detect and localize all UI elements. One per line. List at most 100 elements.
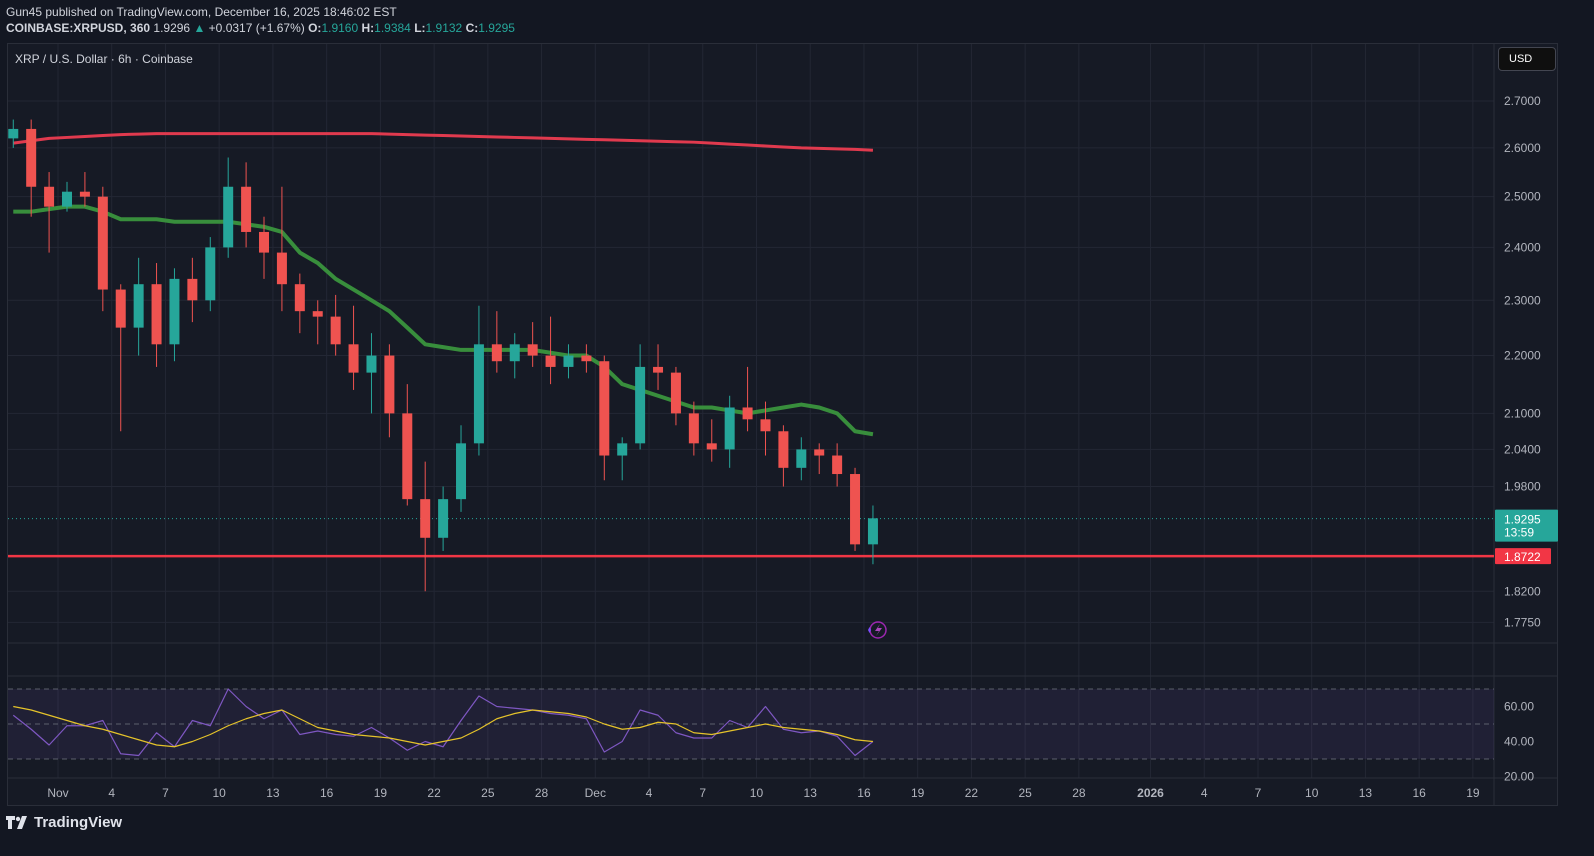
time-axis-label: 25 xyxy=(1018,786,1032,800)
open-value: 1.9160 xyxy=(321,21,359,35)
candle-body xyxy=(653,366,664,373)
chart-panel[interactable] xyxy=(7,43,1558,806)
candle-body xyxy=(402,413,413,500)
lightning-icon[interactable] xyxy=(868,621,887,639)
candle-body xyxy=(115,289,126,328)
time-axis-label: 10 xyxy=(213,786,227,800)
candle xyxy=(850,467,861,551)
candle xyxy=(259,216,270,279)
time-axis-label: Nov xyxy=(47,786,68,800)
candle xyxy=(366,333,377,414)
candle-body xyxy=(456,443,467,500)
candle-body xyxy=(760,419,771,432)
candle-body xyxy=(635,366,646,444)
candle xyxy=(97,186,108,312)
candle-body xyxy=(62,191,72,207)
candle-body xyxy=(97,196,108,290)
candle xyxy=(814,443,825,475)
time-axis-label: 16 xyxy=(320,786,334,800)
rsi-axis-label: 60.00 xyxy=(1504,700,1534,714)
candle xyxy=(44,172,55,253)
candle xyxy=(276,186,287,312)
candle xyxy=(62,181,72,212)
candle xyxy=(133,257,144,356)
rsi-ma-line xyxy=(13,705,874,748)
candle-body xyxy=(581,355,592,362)
candle xyxy=(348,305,359,390)
candle-body xyxy=(545,355,556,367)
candle xyxy=(742,366,753,432)
candle xyxy=(706,419,717,462)
time-axis-label: 16 xyxy=(857,786,871,800)
candle xyxy=(205,237,216,312)
candle xyxy=(312,300,323,345)
price-axis-label: 2.0400 xyxy=(1504,442,1541,456)
triangle-up-icon: ▲ xyxy=(193,21,206,35)
candle xyxy=(384,344,395,438)
price-axis-label: 1.7750 xyxy=(1504,615,1541,629)
high-value: 1.9384 xyxy=(374,21,411,35)
open-label: O: xyxy=(308,21,322,35)
candle xyxy=(438,486,449,551)
price-axis-label: 2.3000 xyxy=(1504,293,1541,307)
price-axis-label: 2.2000 xyxy=(1504,349,1541,363)
candle-body xyxy=(8,128,19,139)
candle-body xyxy=(330,316,341,345)
countdown-timer: 13:59 xyxy=(1504,526,1534,540)
candle xyxy=(760,401,771,456)
price-axis-label: 1.8200 xyxy=(1504,584,1541,598)
price-axis-label: 2.5000 xyxy=(1504,190,1541,204)
candle xyxy=(456,425,467,512)
support-price-badge-value: 1.8722 xyxy=(1504,550,1541,564)
candle xyxy=(223,157,234,258)
candle xyxy=(402,384,413,506)
rsi-line xyxy=(12,688,874,757)
time-axis-label: 28 xyxy=(535,786,549,800)
candle xyxy=(115,284,126,432)
branding-text: TradingView xyxy=(34,814,123,831)
candle-body xyxy=(420,499,431,538)
time-axis-label: 13 xyxy=(804,786,818,800)
tradingview-logo[interactable]: TradingView xyxy=(6,814,122,831)
ma-long-line xyxy=(13,132,874,152)
candle-body xyxy=(348,344,359,373)
time-axis-label: 4 xyxy=(1201,786,1208,800)
current-price-badge-value: 1.9295 xyxy=(1504,513,1541,527)
time-axis-label: 22 xyxy=(427,786,441,800)
candle-body xyxy=(294,284,305,312)
candle-body xyxy=(491,344,502,362)
candle-body xyxy=(276,252,287,285)
candle-body xyxy=(599,361,610,456)
time-axis-label: 16 xyxy=(1412,786,1426,800)
candle xyxy=(832,443,843,487)
tradingview-logo-icon xyxy=(6,816,27,829)
candle-body xyxy=(509,344,520,362)
support-price-badge xyxy=(1495,548,1551,565)
candle-body xyxy=(187,278,198,301)
current-price-badge xyxy=(1495,509,1558,542)
last-price: 1.9296 xyxy=(153,21,191,35)
price-axis-label: 2.6000 xyxy=(1504,141,1541,155)
candle-body xyxy=(384,355,395,414)
time-axis-label: 4 xyxy=(646,786,653,800)
currency-button[interactable]: USD xyxy=(1498,47,1556,71)
candle xyxy=(79,172,90,207)
sparkle-icon xyxy=(868,627,871,633)
publish-info: Gun45 published on TradingView.com, Dece… xyxy=(6,5,397,19)
candle-body xyxy=(259,231,270,253)
time-axis-label: 7 xyxy=(699,786,706,800)
candle xyxy=(330,294,341,356)
time-axis-label: 13 xyxy=(1359,786,1373,800)
candle xyxy=(867,505,878,565)
candle xyxy=(599,355,610,481)
time-axis-label: 19 xyxy=(374,786,388,800)
candle-body xyxy=(778,431,789,468)
candle xyxy=(169,268,180,362)
candle xyxy=(653,344,664,390)
candle xyxy=(778,425,789,487)
candle xyxy=(581,344,592,373)
time-axis-label: 10 xyxy=(1305,786,1319,800)
candle-body xyxy=(867,518,878,545)
time-axis-label: 7 xyxy=(1255,786,1262,800)
